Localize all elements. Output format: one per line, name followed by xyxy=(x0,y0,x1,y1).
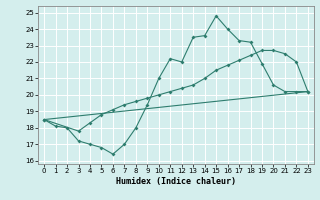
X-axis label: Humidex (Indice chaleur): Humidex (Indice chaleur) xyxy=(116,177,236,186)
